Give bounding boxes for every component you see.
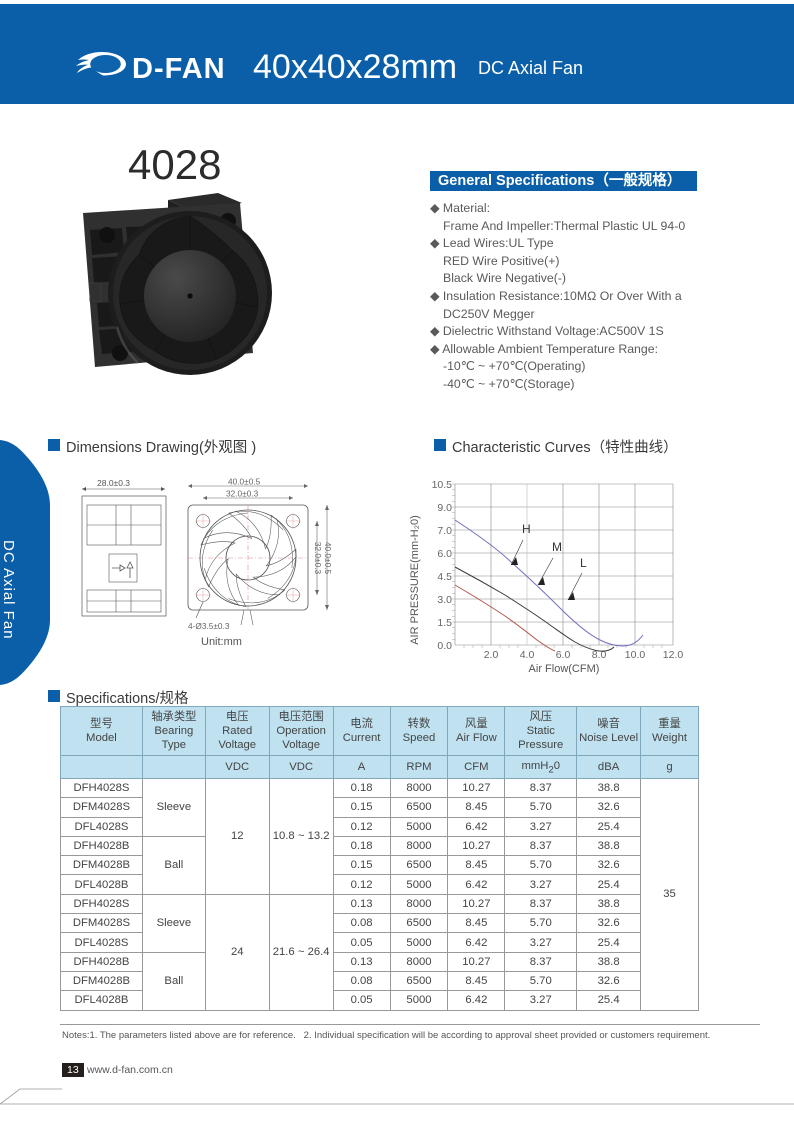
svg-text:4-Ø3.5±0.3: 4-Ø3.5±0.3 — [188, 621, 230, 631]
svg-text:32.0±0.3: 32.0±0.3 — [226, 489, 259, 499]
svg-text:0.0: 0.0 — [437, 640, 452, 652]
svg-text:32.0±0.3: 32.0±0.3 — [313, 542, 323, 575]
svg-text:9.0: 9.0 — [437, 502, 452, 514]
svg-text:7.0: 7.0 — [437, 525, 452, 537]
svg-text:H: H — [522, 522, 531, 536]
svg-text:6.0: 6.0 — [437, 548, 452, 560]
svg-text:40.0±0.5: 40.0±0.5 — [228, 478, 261, 487]
svg-text:4.0: 4.0 — [520, 649, 535, 661]
svg-text:40.0±0.5: 40.0±0.5 — [323, 542, 333, 575]
svg-text:4.5: 4.5 — [437, 571, 452, 583]
svg-text:10.0: 10.0 — [625, 649, 646, 661]
svg-text:L: L — [580, 556, 587, 570]
svg-text:AIR PRESSURE(mm-H₂0): AIR PRESSURE(mm-H₂0) — [410, 515, 421, 645]
svg-text:28.0±0.3: 28.0±0.3 — [97, 478, 130, 488]
svg-text:6.0: 6.0 — [556, 649, 571, 661]
svg-text:10.5: 10.5 — [432, 479, 453, 491]
svg-text:M: M — [552, 540, 562, 554]
svg-text:1.5: 1.5 — [437, 617, 452, 629]
svg-text:2.0: 2.0 — [484, 649, 499, 661]
svg-text:12.0: 12.0 — [663, 649, 684, 661]
svg-text:3.0: 3.0 — [437, 594, 452, 606]
svg-text:Air Flow(CFM): Air Flow(CFM) — [529, 663, 600, 675]
